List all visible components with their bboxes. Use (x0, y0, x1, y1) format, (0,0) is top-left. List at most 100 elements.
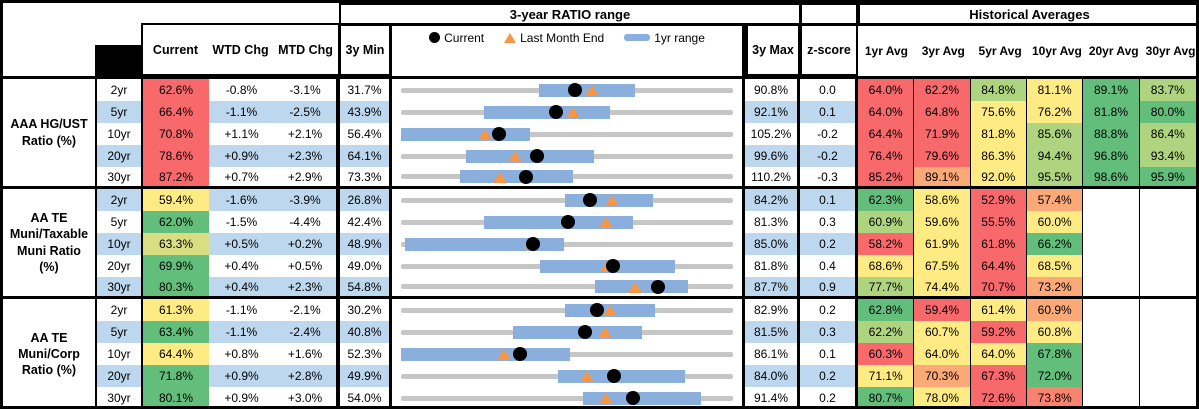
cell-avg-3yr: 59.4% (914, 299, 971, 321)
cell-wtd-chg: +1.1% (209, 123, 274, 145)
cell-avg-30yr (1139, 255, 1196, 277)
cell-z-score: 0.4 (800, 255, 858, 277)
range-chart-zone (401, 145, 733, 167)
current-marker (582, 193, 597, 207)
cell-3y-min: 52.3% (340, 343, 392, 365)
range-chart-zone (401, 189, 733, 211)
cell-current: 78.6% (143, 145, 209, 167)
cell-avg-20yr: 88.8% (1083, 123, 1140, 145)
cell-avg-30yr (1139, 321, 1196, 343)
cell-avg-5yr: 92.0% (970, 167, 1027, 189)
cell-3y-min: 49.0% (340, 255, 392, 277)
cell-mtd-chg: -3.9% (274, 189, 340, 211)
range-chart-zone (401, 167, 733, 186)
avg-col-1yr: 1yr Avg (864, 44, 908, 58)
cell-avg-20yr (1083, 343, 1140, 365)
mtd-chg-column-header: MTD Chg (278, 42, 333, 57)
cell-avg-10yr: 60.0% (1026, 211, 1084, 233)
group-label-line: Ratio (%) (21, 363, 77, 378)
current-marker (512, 347, 527, 361)
cell-avg-1yr: 64.0% (858, 79, 915, 101)
cell-mtd-chg: -2.1% (274, 299, 340, 321)
last-month-end-marker (605, 195, 620, 206)
range-chart-zone (401, 79, 733, 101)
cell-avg-30yr (1139, 233, 1196, 255)
avg-col-5yr: 5yr Avg (978, 44, 1022, 58)
cell-avg-5yr: 86.3% (970, 145, 1027, 167)
cell-avg-1yr: 64.0% (858, 101, 915, 123)
cell-current: 62.0% (143, 211, 209, 233)
cell-avg-5yr: 64.0% (970, 343, 1027, 365)
one-year-range-bar (460, 170, 573, 183)
cell-avg-3yr: 64.8% (914, 101, 971, 123)
cell-avg-5yr: 67.3% (970, 365, 1027, 387)
range-chart (392, 255, 745, 277)
cell-mtd-chg: +2.8% (274, 365, 340, 387)
avg-col-30yr: 30yr Avg (1145, 44, 1196, 58)
one-year-range-bar (404, 237, 564, 251)
one-year-range-bar (483, 105, 611, 119)
cell-avg-3yr: 58.6% (914, 189, 971, 211)
current-marker (578, 325, 593, 339)
cell-avg-10yr: 66.2% (1026, 233, 1084, 255)
cell-avg-5yr: 61.4% (970, 299, 1027, 321)
cell-avg-1yr: 85.2% (858, 167, 915, 189)
cell-avg-30yr (1139, 387, 1196, 406)
cell-3y-min: 56.4% (340, 123, 392, 145)
range-chart (392, 189, 745, 211)
table-header: Current WTD Chg MTD Chg 3-year RATIO ran… (3, 3, 1196, 79)
range-chart-zone (401, 101, 733, 123)
group-label-line: Muni/Taxable (9, 227, 89, 242)
three-year-track (401, 284, 733, 289)
cell-avg-30yr: 93.4% (1139, 145, 1196, 167)
group-label-line: Muni/Corp (18, 346, 80, 361)
cell-avg-3yr: 71.9% (914, 123, 971, 145)
range-chart (392, 387, 745, 406)
cell-wtd-chg: +0.9% (209, 145, 274, 167)
cell-wtd-chg: +0.5% (209, 233, 274, 255)
cell-3y-max: 86.1% (745, 343, 800, 365)
last-month-end-marker (597, 327, 612, 338)
current-marker (529, 149, 544, 163)
cell-avg-5yr: 75.6% (970, 101, 1027, 123)
cell-mtd-chg: +2.3% (274, 145, 340, 167)
cell-avg-30yr (1139, 189, 1196, 211)
cell-tenor: 30yr (97, 277, 143, 299)
cell-avg-1yr: 71.1% (858, 365, 915, 387)
cell-z-score: 0.2 (800, 233, 858, 255)
current-marker (548, 105, 563, 119)
cell-z-score: 0.2 (800, 365, 858, 387)
cell-avg-20yr (1083, 189, 1140, 211)
cell-tenor: 30yr (97, 387, 143, 406)
current-marker (561, 215, 576, 229)
range-chart (392, 343, 745, 365)
cell-avg-10yr: 81.1% (1026, 79, 1084, 101)
cell-avg-3yr: 89.1% (914, 167, 971, 189)
cell-avg-30yr: 83.7% (1139, 79, 1196, 101)
legend-item-1yr-range: 1yr range (624, 31, 705, 45)
cell-3y-min: 54.0% (340, 387, 392, 406)
range-chart (392, 277, 745, 299)
last-month-end-marker (566, 107, 581, 118)
cell-avg-20yr: 81.8% (1083, 101, 1140, 123)
cell-avg-1yr: 77.7% (858, 277, 915, 299)
cell-current: 59.4% (143, 189, 209, 211)
cell-avg-1yr: 80.7% (858, 387, 915, 406)
cell-avg-5yr: 52.9% (970, 189, 1027, 211)
range-chart (392, 145, 745, 167)
cell-avg-5yr: 70.7% (970, 277, 1027, 299)
three-year-track (401, 395, 733, 401)
cell-3y-max: 92.1% (745, 101, 800, 123)
last-month-end-marker (579, 371, 594, 382)
table-body: AAA HG/UST Ratio (%) 2yr 62.6% -0.8% -3.1% 31.… (3, 79, 1196, 406)
cell-wtd-chg: -1.6% (209, 189, 274, 211)
three-year-track (401, 131, 733, 137)
cell-current: 69.9% (143, 255, 209, 277)
avg-col-20yr: 20yr Avg (1088, 44, 1139, 58)
cell-3y-max: 90.8% (745, 79, 800, 101)
cell-avg-10yr: 85.6% (1026, 123, 1084, 145)
cell-avg-5yr: 84.8% (970, 79, 1027, 101)
range-chart-zone (401, 255, 733, 277)
cell-current: 80.1% (143, 387, 209, 406)
